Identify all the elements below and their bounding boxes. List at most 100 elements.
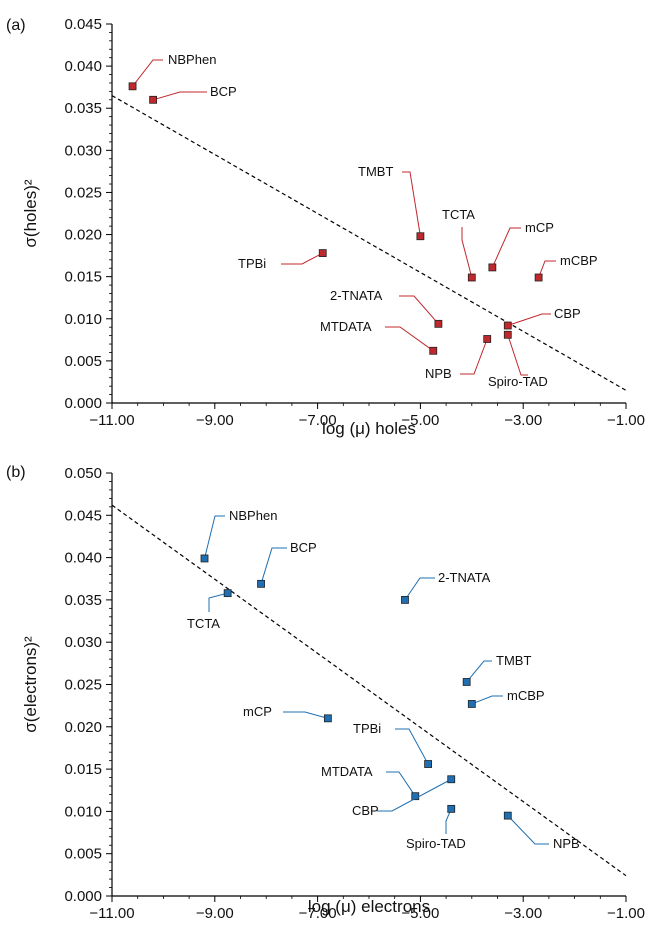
x-tick-label: −1.00: [607, 905, 645, 922]
leader-line: [507, 334, 528, 376]
y-tick-label: 0.030: [64, 634, 102, 651]
trend-line: [111, 95, 627, 391]
y-axis-title: σ(holes)²: [21, 179, 40, 247]
y-tick-label: 0.000: [64, 888, 102, 905]
trend-line: [111, 504, 627, 877]
x-tick-label: −5.00: [401, 905, 439, 922]
data-point: [318, 249, 327, 257]
point-label: TCTA: [187, 616, 220, 631]
data-point: [323, 714, 332, 723]
x-tick-label: −3.00: [504, 412, 542, 429]
data-point: [483, 335, 492, 343]
point-label: mCP: [243, 704, 272, 719]
y-tick-label: 0.040: [64, 550, 102, 567]
y-tick-label: 0.010: [64, 311, 102, 328]
x-axis-title: log (μ) electrons: [308, 897, 430, 916]
point-label: mCBP: [507, 688, 545, 703]
leader-line: [208, 592, 228, 612]
x-tick-label: −7.00: [299, 412, 337, 429]
y-tick-label: 0.020: [64, 719, 102, 736]
data-point: [447, 775, 456, 784]
point-label: mCBP: [560, 253, 598, 268]
y-tick-label: 0.040: [64, 58, 102, 75]
y-tick-label: 0.025: [64, 184, 102, 201]
leader-line: [283, 711, 329, 719]
point-label: NPB: [553, 836, 580, 851]
y-tick-label: 0.030: [64, 142, 102, 159]
point-label: NBPhen: [168, 52, 216, 67]
panel-label: (a): [6, 17, 26, 34]
chart-panel-b: (b) 0.000 0.005 0.010 0.015 0.020 0.025 0.030 0.…: [6, 464, 645, 922]
y-tick-label: 0.020: [64, 227, 102, 244]
y-tick-label: 0.045: [64, 16, 102, 33]
y-axis-title: σ(electrons)²: [21, 636, 40, 733]
point-label: BCP: [290, 540, 317, 555]
point-label: MTDATA: [321, 764, 373, 779]
data-point: [429, 346, 438, 355]
leader-line: [386, 771, 416, 797]
leader-line: [204, 515, 225, 559]
point-label: Spiro-TAD: [488, 374, 548, 389]
y-tick-label: 0.005: [64, 846, 102, 863]
x-tick-label: −3.00: [504, 905, 542, 922]
y-tick-label: 0.035: [64, 100, 102, 117]
y-tick-label: 0.050: [64, 465, 102, 482]
y-tick-label: 0.000: [64, 395, 102, 412]
data-point: [467, 273, 476, 282]
x-tick-label: −5.00: [401, 412, 439, 429]
point-label: NPB: [425, 366, 452, 381]
leader-line: [538, 260, 556, 278]
data-point: [503, 330, 512, 339]
leader-line: [466, 660, 492, 683]
leader-line: [445, 808, 452, 834]
x-tick-label: −9.00: [196, 905, 234, 922]
point-label: MTDATA: [320, 319, 372, 334]
point-label: TPBi: [353, 721, 381, 736]
data-point: [149, 95, 158, 104]
y-tick-label: 0.045: [64, 507, 102, 524]
y-tick-label: 0.010: [64, 803, 102, 820]
data-point: [503, 811, 512, 820]
x-tick-label: −9.00: [196, 412, 234, 429]
data-point: [401, 596, 409, 604]
leader-line: [152, 91, 207, 101]
point-label: 2-TNATA: [438, 570, 491, 585]
leader-line: [260, 547, 287, 584]
point-label: CBP: [352, 803, 379, 818]
leader-line: [395, 728, 429, 765]
leader-line: [507, 815, 549, 845]
leader-line: [402, 171, 421, 237]
y-tick-label: 0.015: [64, 761, 102, 778]
data-point: [223, 589, 232, 598]
y-tick-label: 0.015: [64, 269, 102, 286]
point-label: TCTA: [442, 207, 475, 222]
data-point: [200, 554, 209, 563]
leader-line: [461, 227, 473, 278]
point-label: TMBT: [358, 164, 393, 179]
data-point: [416, 232, 425, 241]
leader-line: [507, 313, 551, 326]
x-tick-label: −11.00: [89, 905, 134, 922]
leader-line: [460, 338, 488, 375]
leader-line: [385, 326, 434, 352]
y-tick-label: 0.025: [64, 677, 102, 694]
point-label: Spiro-TAD: [406, 836, 466, 851]
x-tick-label: −1.00: [607, 412, 645, 429]
data-point: [488, 263, 497, 272]
x-tick-label: −11.00: [89, 412, 134, 429]
panel-label: (b): [6, 464, 26, 481]
data-point: [128, 82, 137, 91]
leader-line: [491, 227, 521, 268]
x-tick-label: −7.00: [299, 905, 337, 922]
point-label: CBP: [554, 306, 581, 321]
data-point: [462, 678, 471, 686]
leader-line: [132, 59, 163, 87]
point-label: 2-TNATA: [330, 288, 383, 303]
data-point: [447, 804, 456, 813]
y-tick-label: 0.035: [64, 592, 102, 609]
point-label: TMBT: [496, 653, 531, 668]
leader-line: [377, 778, 452, 812]
point-label: mCP: [525, 220, 554, 235]
point-label: BCP: [210, 84, 237, 99]
